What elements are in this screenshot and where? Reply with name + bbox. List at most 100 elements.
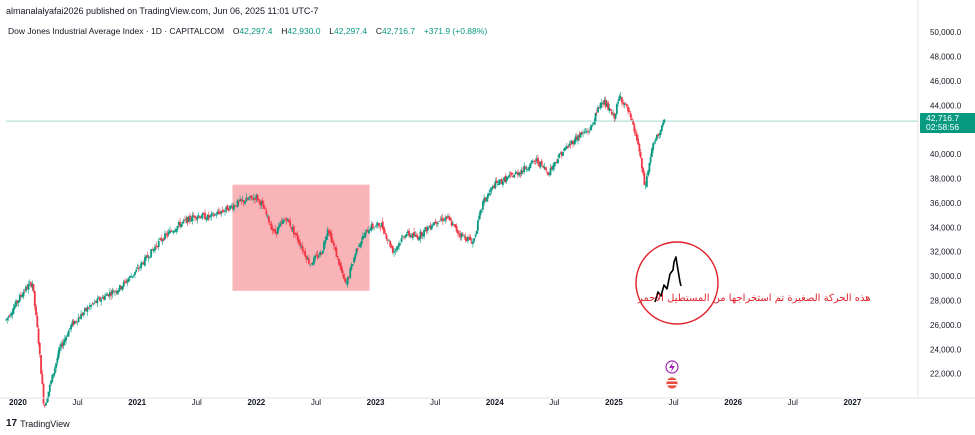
candle-body	[627, 106, 630, 112]
candle-body	[196, 216, 199, 220]
red-circle-annotation[interactable]	[635, 241, 719, 325]
candle-body	[394, 249, 397, 251]
candle-body	[482, 201, 484, 210]
candle-body	[325, 236, 328, 240]
candle-body	[623, 103, 626, 105]
candle-body	[201, 213, 204, 219]
open-label: O	[232, 26, 240, 36]
candle-body	[523, 165, 526, 173]
candle-body	[639, 152, 642, 158]
candle-body	[385, 234, 388, 239]
highlight-rectangle[interactable]	[232, 184, 370, 291]
candle-body	[458, 233, 461, 235]
candle-body	[351, 264, 354, 266]
candle-body	[445, 216, 448, 219]
candle-body	[630, 118, 633, 121]
candle-body	[594, 112, 597, 122]
candle-body	[373, 227, 375, 229]
candle-body	[393, 251, 395, 253]
candle-body	[58, 347, 61, 351]
candle-body	[333, 242, 335, 246]
candle-body	[139, 266, 141, 268]
candle-body	[360, 241, 363, 245]
candle-body	[217, 210, 220, 213]
candle-body	[180, 223, 183, 228]
candle-body	[391, 246, 394, 253]
candle-body	[211, 213, 214, 214]
us-flag-event-icon[interactable]	[665, 376, 679, 390]
candle-body	[547, 172, 549, 176]
low-value: 42,297.4	[334, 26, 368, 36]
price-tick-label: 48,000.0	[930, 53, 962, 62]
candle-body	[408, 230, 410, 236]
candle-body	[122, 281, 125, 287]
candle-body	[152, 248, 155, 251]
candle-body	[117, 290, 120, 293]
candle-body	[119, 284, 121, 291]
candle-body	[175, 229, 178, 232]
candle-body	[534, 160, 537, 162]
close-label: C	[375, 26, 382, 36]
open-value: 42,297.4	[239, 26, 273, 36]
candle-body	[431, 224, 434, 226]
candle-body	[73, 321, 76, 324]
candle-body	[262, 204, 265, 209]
candle-body	[237, 200, 240, 202]
candle-body	[83, 308, 86, 312]
candle-body	[389, 240, 392, 247]
candle-body	[81, 313, 84, 316]
candle-body	[17, 300, 20, 304]
candle-body	[249, 196, 251, 199]
symbol-title[interactable]: Dow Jones Industrial Average Index · 1D …	[8, 26, 225, 36]
candle-body	[13, 305, 16, 309]
tradingview-logo-icon[interactable]: 17	[6, 418, 18, 429]
candle-body	[241, 200, 244, 201]
candle-body	[176, 225, 179, 230]
candle-body	[485, 197, 488, 202]
candle-body	[166, 233, 169, 236]
candle-body	[277, 225, 280, 229]
candle-body	[381, 221, 384, 229]
time-tick-label: Jul	[192, 398, 202, 407]
candle-body	[409, 235, 412, 237]
candle-body	[395, 247, 398, 250]
candle-body	[23, 290, 26, 292]
candle-body	[310, 263, 313, 264]
candle-body	[135, 269, 138, 273]
candle-body	[459, 234, 462, 237]
candle-body	[383, 227, 385, 234]
candle-body	[147, 258, 150, 259]
candle-body	[287, 219, 290, 223]
candle-body	[221, 210, 224, 212]
candle-body	[319, 251, 322, 256]
candle-body	[364, 232, 367, 238]
candle-body	[164, 233, 166, 240]
candle-body	[121, 286, 124, 290]
candle-body	[590, 125, 593, 128]
candle-body	[487, 194, 489, 199]
candle-body	[548, 173, 551, 175]
candle-body	[80, 313, 83, 320]
candle-body	[637, 138, 640, 145]
candle-body	[210, 213, 213, 217]
candle-body	[320, 253, 323, 255]
candle-body	[106, 294, 109, 296]
candle-body	[321, 250, 324, 254]
annotation-text[interactable]: هذه الحركة الصغيرة تم استخراجها من المست…	[637, 293, 871, 304]
candle-body	[304, 251, 307, 257]
candle-body	[43, 404, 46, 407]
candle-body	[159, 238, 161, 240]
candle-body	[655, 134, 658, 140]
lightning-bolt-icon	[669, 362, 675, 372]
candle-body	[169, 230, 171, 234]
candle-body	[344, 278, 347, 283]
candle-body	[187, 216, 190, 222]
candle-body	[505, 177, 508, 182]
candle-body	[137, 268, 140, 270]
candle-body	[246, 198, 249, 200]
candle-body	[638, 144, 641, 152]
last-price-countdown: 02:58:56	[926, 122, 959, 132]
candle-body	[82, 312, 85, 315]
price-tick-label: 36,000.0	[930, 199, 962, 208]
